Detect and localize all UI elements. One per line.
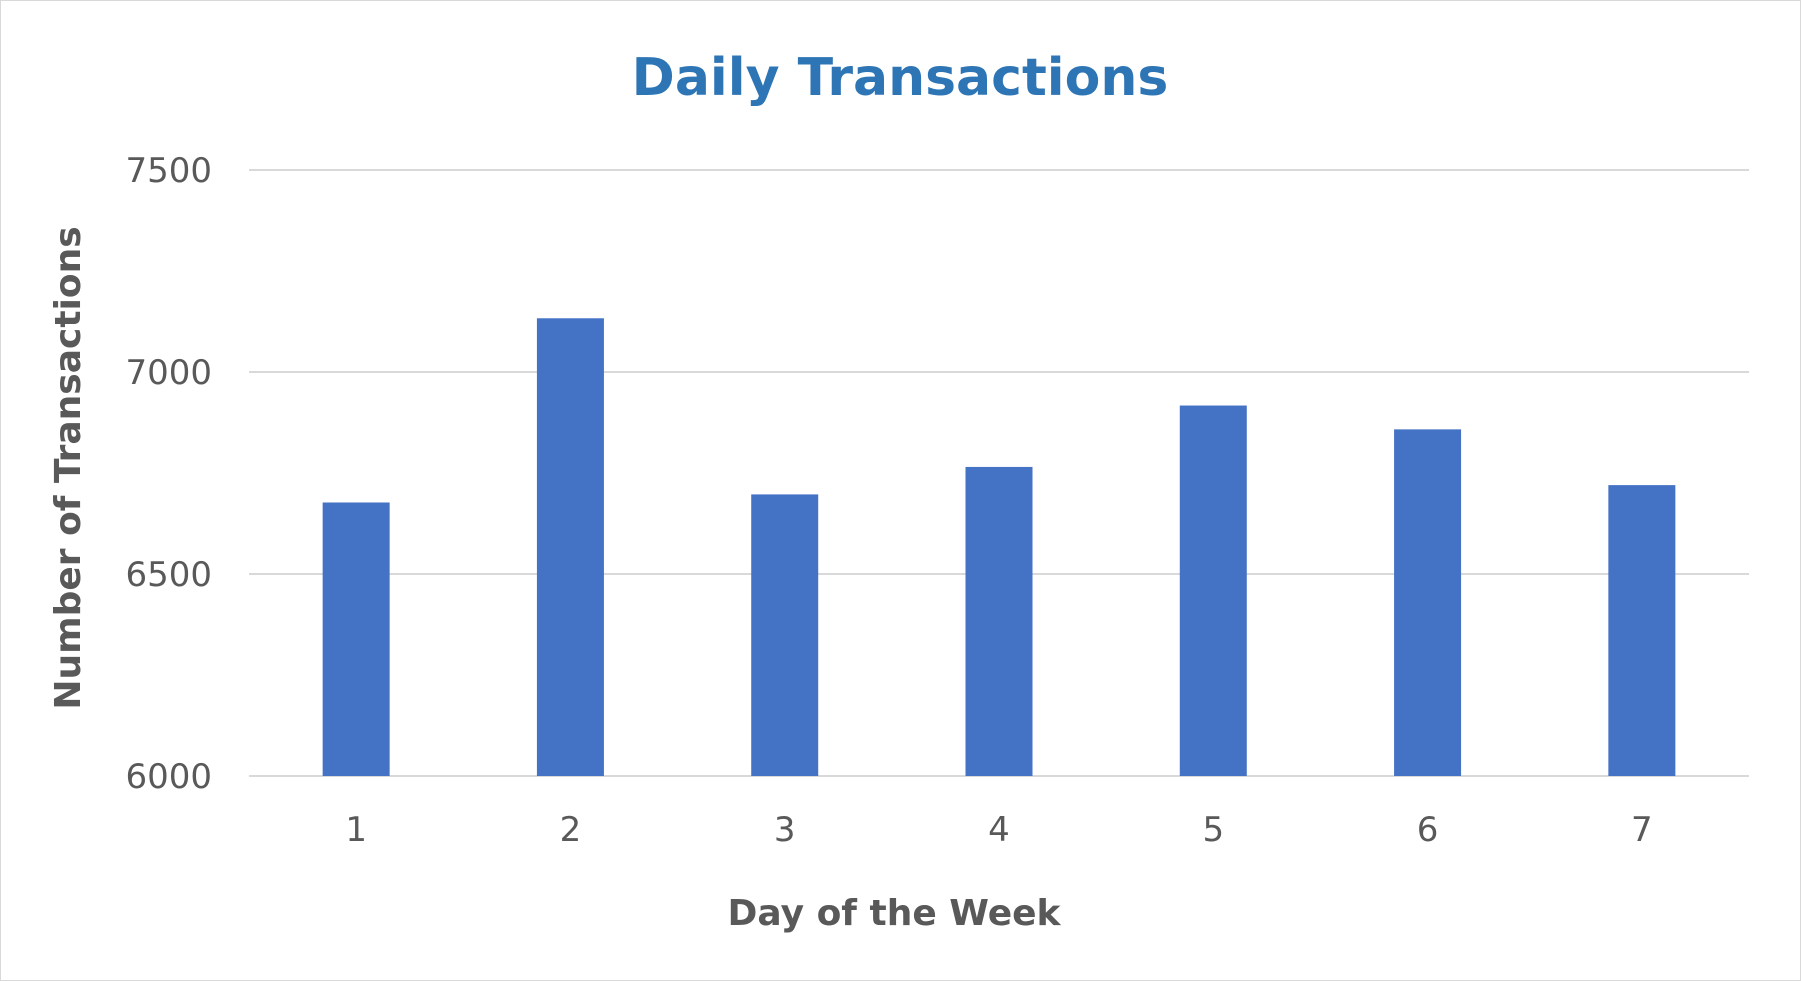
x-tick-label: 7	[1631, 810, 1653, 850]
y-tick-label: 7000	[125, 353, 212, 393]
x-tick-label: 4	[988, 810, 1010, 850]
x-axis-ticks: 1 2 3 4 5 6 7	[345, 810, 1652, 850]
y-axis-title: Number of Transactions	[48, 226, 89, 709]
x-axis-title: Day of the Week	[728, 893, 1062, 934]
y-axis-ticks: 6000 6500 7000 7500	[125, 151, 212, 797]
bar-day-3	[751, 494, 819, 776]
bar-day-2	[536, 318, 604, 776]
x-tick-label: 6	[1417, 810, 1439, 850]
x-tick-label: 2	[560, 810, 582, 850]
y-tick-label: 7500	[125, 151, 212, 191]
bar-day-4	[965, 466, 1033, 776]
x-tick-label: 1	[345, 810, 367, 850]
x-tick-label: 5	[1202, 810, 1224, 850]
bar-day-5	[1179, 405, 1247, 776]
bar-day-6	[1394, 429, 1462, 776]
bars	[322, 318, 1676, 776]
bar-day-1	[322, 502, 390, 776]
y-tick-label: 6000	[125, 757, 212, 797]
x-tick-label: 3	[774, 810, 796, 850]
bar-day-7	[1608, 485, 1676, 776]
y-tick-label: 6500	[125, 555, 212, 595]
chart-title: Daily Transactions	[632, 48, 1169, 108]
